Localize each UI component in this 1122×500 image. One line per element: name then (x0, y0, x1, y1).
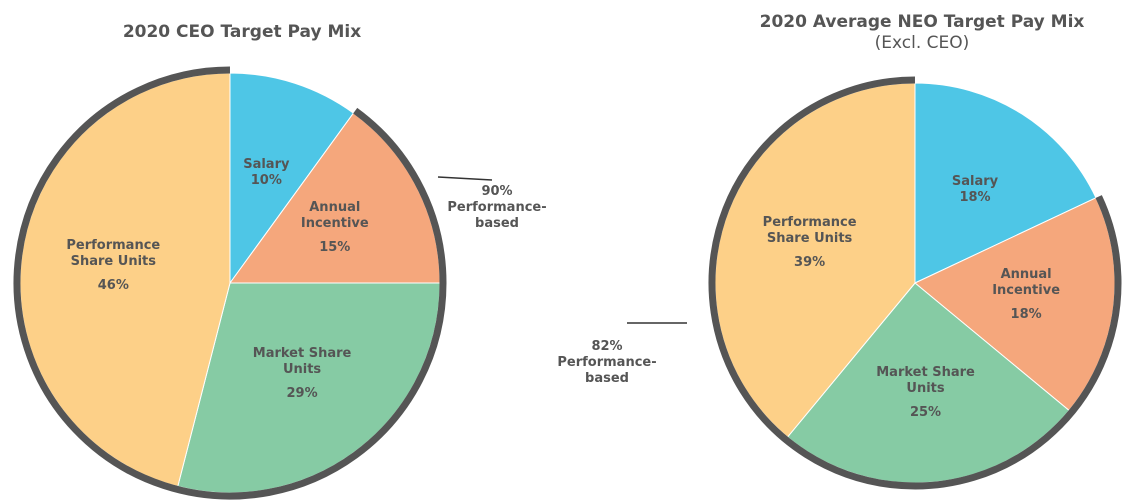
slice-value: 39% (794, 255, 826, 271)
pie-slice (914, 82, 1097, 284)
slice-label: Annual Incentive (300, 199, 369, 231)
annotation: 82% Performance-based (557, 339, 657, 386)
title-text: 2020 CEO Target Pay Mix (122, 22, 362, 42)
slice-label: Market Share Units (876, 364, 975, 396)
slice-label: Salary (243, 157, 290, 173)
pie-slice (229, 72, 355, 285)
slice-label: Performance Share Units (66, 238, 161, 270)
slice-label: Salary (951, 174, 999, 190)
slice-value: 15% (319, 239, 351, 255)
slice-value: 10% (250, 173, 282, 189)
chart-title: 2020 CEO Target Pay Mix (123, 22, 361, 42)
annotation-line (437, 176, 493, 181)
slice-value: 25% (909, 404, 942, 420)
title-text: 2020 Average NEO Target Pay Mix (759, 12, 1085, 32)
slice-label: Annual Incentive (992, 267, 1061, 299)
performance-ring (13, 66, 447, 500)
slice-value: 18% (1010, 307, 1042, 323)
performance-ring (708, 76, 1122, 490)
slice-value: 18% (959, 190, 991, 206)
chart-title: 2020 Average NEO Target Pay Mix (Excl. CE… (760, 12, 1085, 54)
subtitle: (Excl. CEO) (874, 33, 970, 53)
slice-label: Performance Share Units (762, 215, 857, 247)
annotation: 90% Performance-based (447, 184, 547, 231)
slice-label: Market Share Units (252, 345, 352, 377)
slice-value: 46% (97, 278, 129, 294)
slice-value: 29% (286, 385, 318, 401)
